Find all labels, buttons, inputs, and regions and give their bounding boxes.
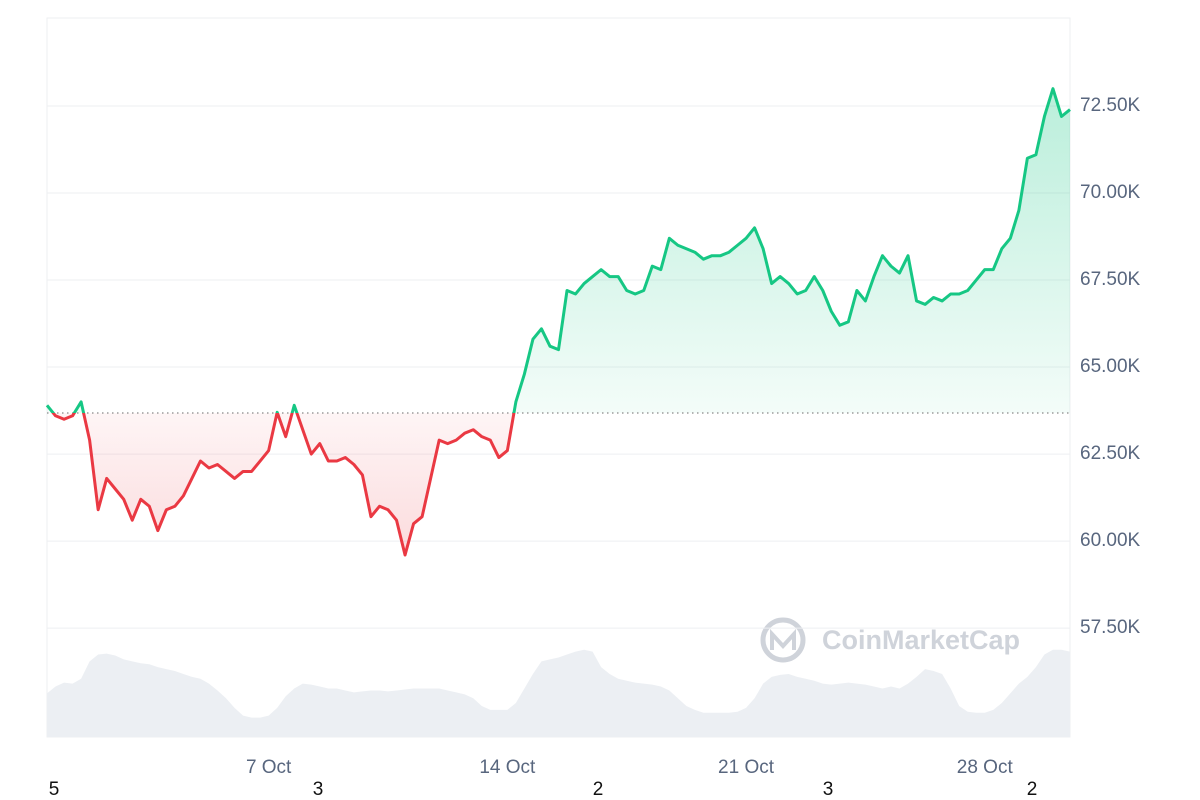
y-tick-label: 65.00K	[1080, 356, 1141, 377]
x-tick-label: 28 Oct	[957, 757, 1014, 778]
y-tick-label: 70.00K	[1080, 182, 1141, 203]
price-line	[45, 87, 1071, 557]
x-tick-label: 21 Oct	[718, 757, 775, 778]
volume-area	[47, 649, 1070, 737]
y-tick-label: 60.00K	[1080, 530, 1141, 551]
watermark: CoinMarketCap	[760, 617, 1020, 663]
footer-label: 5	[49, 779, 60, 800]
y-tick-label: 72.50K	[1080, 95, 1141, 116]
footer-label: 2	[593, 779, 604, 800]
footer-label: 2	[1027, 779, 1038, 800]
y-tick-label: 67.50K	[1080, 269, 1141, 290]
watermark-logo	[760, 617, 806, 663]
y-tick-label: 62.50K	[1080, 443, 1141, 464]
watermark-text: CoinMarketCap	[822, 625, 1020, 655]
price-area	[47, 88, 1070, 555]
y-tick-label: 57.50K	[1080, 617, 1141, 638]
x-tick-label: 7 Oct	[246, 757, 292, 778]
footer-label: 3	[823, 779, 834, 800]
footer-label: 3	[313, 779, 324, 800]
watermark-logo-m	[770, 628, 796, 650]
x-tick-label: 14 Oct	[479, 757, 536, 778]
